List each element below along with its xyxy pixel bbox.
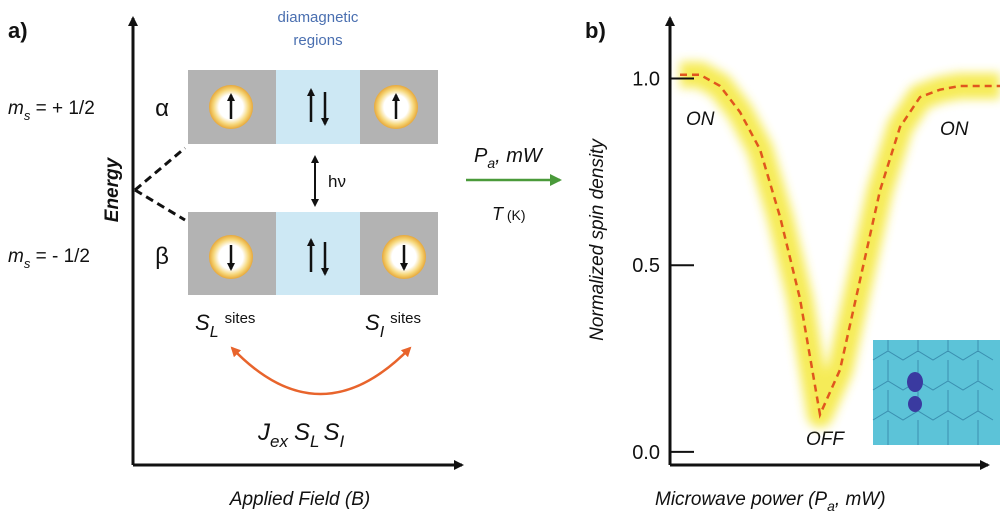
axis-label: Energy xyxy=(102,156,123,222)
annotation: ON xyxy=(940,119,969,140)
inset xyxy=(873,340,1000,445)
condition: Pa, mW xyxy=(474,145,544,171)
y-tick-label: 1.0 xyxy=(632,68,660,90)
panel-label: b) xyxy=(585,18,606,43)
exchange-arc xyxy=(232,348,410,394)
state-symbol: α xyxy=(155,95,169,122)
beta-row xyxy=(188,212,438,295)
condition: T (K) xyxy=(492,204,526,224)
connector xyxy=(135,148,185,190)
y-tick-label: 0.0 xyxy=(632,442,660,464)
figure: a) Energy Applied Field (B) diamagnetic … xyxy=(0,0,1000,519)
state-symbol: β xyxy=(155,243,169,270)
site-label: SLsites xyxy=(195,310,255,341)
connector xyxy=(135,190,185,220)
state-label: ms = + 1/2 xyxy=(8,98,95,123)
state-label: ms = - 1/2 xyxy=(8,246,90,271)
site-label: SIsites xyxy=(365,310,421,341)
panel-label: a) xyxy=(8,18,28,43)
transition-label: hν xyxy=(328,172,346,191)
axis-label: Microwave power (Pa, mW) xyxy=(655,489,886,514)
y-tick-label: 0.5 xyxy=(632,255,660,277)
annotation: ON xyxy=(686,109,715,130)
axis-label: Applied Field (B) xyxy=(229,489,370,510)
annotation: OFF xyxy=(806,429,845,450)
header: diamagnetic xyxy=(278,9,359,26)
alpha-row xyxy=(188,70,438,144)
axis-label: Normalized spin density xyxy=(587,138,608,341)
header: regions xyxy=(293,32,342,49)
